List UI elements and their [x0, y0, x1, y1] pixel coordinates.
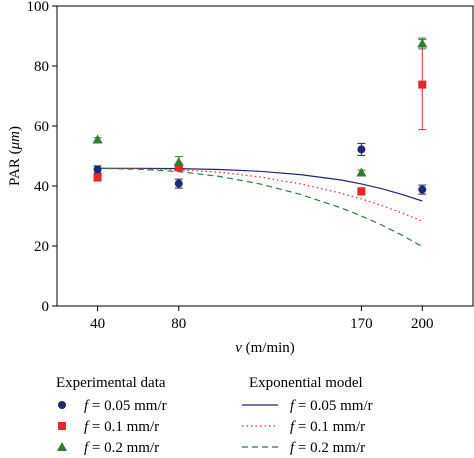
y-axis-title-unit: μm — [7, 131, 23, 151]
data-point-series-2 — [417, 38, 428, 48]
y-axis-title-prefix: PAR ( — [7, 149, 23, 186]
legend-label-model-2: f = 0.2 mm/r — [290, 440, 365, 456]
x-tick-label: 200 — [411, 316, 434, 332]
legend-experimental-title: Experimental data — [56, 375, 166, 391]
y-tick-label: 0 — [42, 299, 50, 315]
model-line-1 — [97, 167, 423, 222]
y-tick-label: 100 — [27, 0, 50, 15]
y-tick-label: 80 — [34, 59, 49, 75]
y-axis-ticks: 0 20 40 60 80 100 — [27, 0, 57, 315]
legend-marker-2 — [57, 442, 67, 451]
x-axis-ticks: 40 80 170 200 — [90, 306, 434, 332]
model-line-2 — [97, 167, 423, 248]
data-point-series-2 — [92, 134, 103, 144]
x-tick-label: 40 — [90, 316, 105, 332]
model-line-0 — [97, 167, 423, 202]
x-axis-title: v (m/min) — [235, 340, 295, 356]
y-tick-label: 60 — [34, 119, 49, 135]
data-point-series-1 — [418, 80, 427, 89]
y-axis-title-suffix: ) — [7, 126, 23, 131]
data-point-series-2 — [173, 157, 184, 166]
data-point-series-1 — [93, 173, 102, 182]
legend-marker-0 — [58, 401, 66, 409]
data-point-series-0 — [418, 185, 427, 194]
model-lines — [97, 167, 423, 248]
x-axis-title-var: v — [235, 340, 242, 356]
y-tick-label: 20 — [34, 239, 49, 255]
data-point-series-0 — [174, 179, 183, 188]
data-point-series-1 — [357, 187, 366, 196]
data-point-series-0 — [93, 165, 102, 174]
legend-label-experimental-1: f = 0.1 mm/r — [84, 419, 159, 435]
y-axis-title: PAR (μm) — [7, 126, 23, 186]
x-tick-label: 80 — [171, 316, 186, 332]
y-tick-label: 40 — [34, 179, 49, 195]
legend-model: f = 0.05 mm/r f = 0.1 mm/r f = 0.2 mm/r — [242, 398, 373, 456]
x-axis-title-unit: (m/min) — [242, 340, 295, 356]
plot-frame — [56, 5, 474, 307]
data-point-series-0 — [357, 145, 366, 154]
x-tick-label: 170 — [350, 316, 373, 332]
data-markers — [92, 38, 428, 196]
data-point-series-2 — [356, 167, 367, 177]
legend: Experimental data Exponential model f = … — [56, 375, 373, 456]
legend-label-model-0: f = 0.05 mm/r — [290, 398, 373, 414]
legend-label-experimental-2: f = 0.2 mm/r — [84, 440, 159, 456]
legend-experimental: f = 0.05 mm/r f = 0.1 mm/r f = 0.2 mm/r — [57, 398, 167, 456]
legend-label-model-1: f = 0.1 mm/r — [290, 419, 365, 435]
legend-marker-1 — [58, 422, 66, 430]
legend-label-experimental-0: f = 0.05 mm/r — [84, 398, 167, 414]
legend-model-title: Exponential model — [249, 375, 363, 391]
data-point-series-1 — [174, 163, 183, 172]
